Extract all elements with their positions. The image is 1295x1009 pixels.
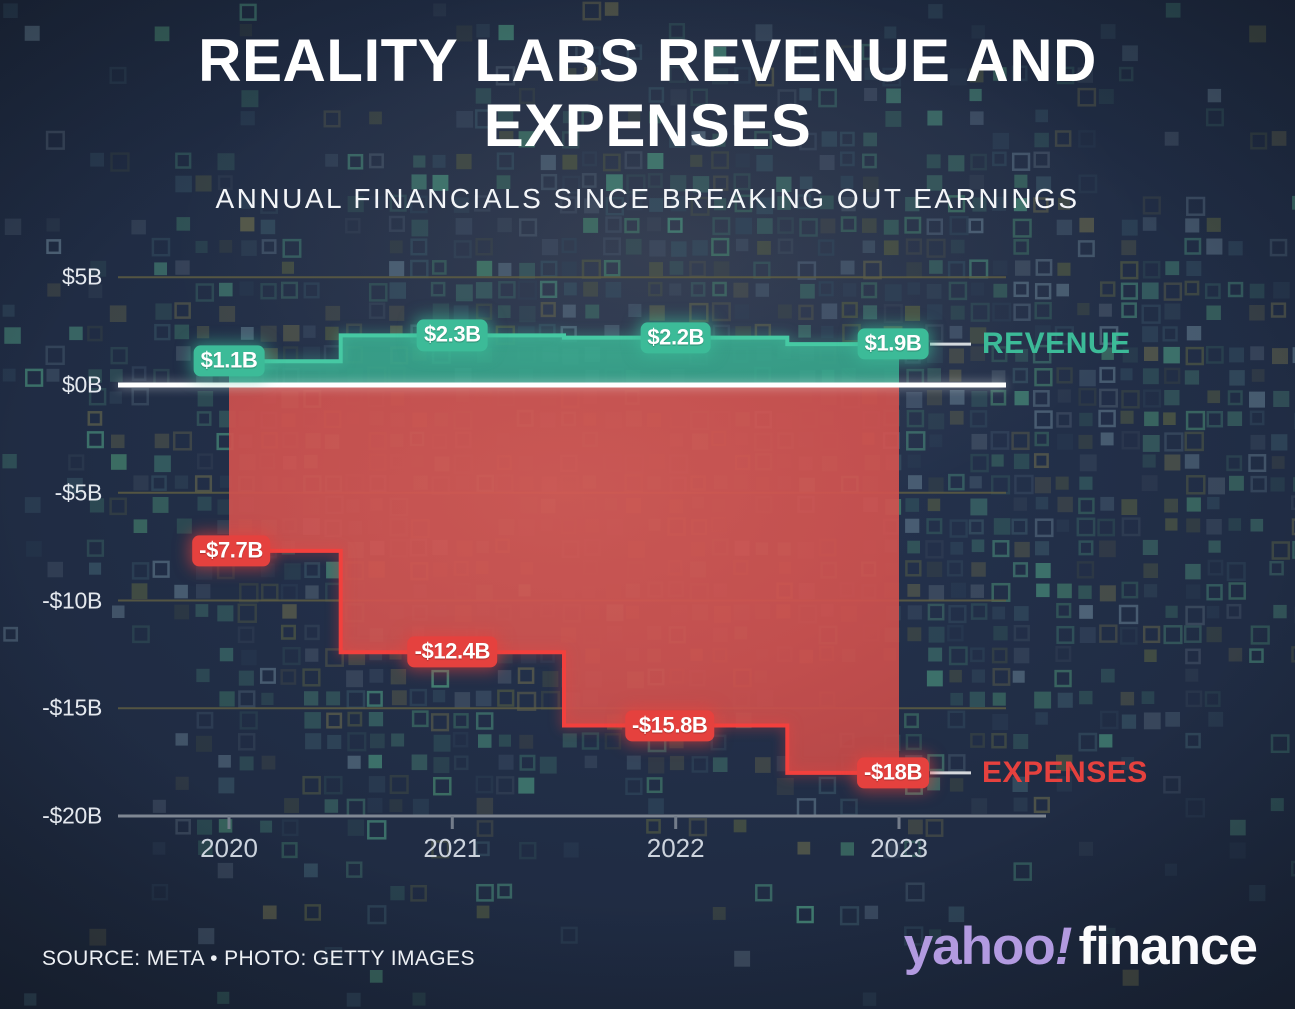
data-label-revenue-2020: $1.1B (193, 345, 265, 377)
expenses-line (229, 548, 899, 775)
data-label-revenue-2022: $2.2B (640, 322, 712, 354)
data-label-expenses-2020: -$7.7B (192, 535, 270, 567)
source-credit: SOURCE: META • PHOTO: GETTY IMAGES (42, 947, 475, 970)
data-label-expenses-2021: -$12.4B (407, 636, 498, 668)
x-tick-label-2023: 2023 (870, 833, 928, 863)
x-tick-label-2021: 2021 (423, 833, 482, 863)
chart-subtitle: ANNUAL FINANCIALS SINCE BREAKING OUT EAR… (215, 183, 1080, 214)
logo-finance-text: finance (1078, 917, 1258, 976)
data-label-revenue-2023: $1.9B (857, 328, 929, 360)
title-line-1: REALITY LABS REVENUE AND (198, 27, 1097, 94)
data-label-expenses-2022: -$15.8B (624, 709, 715, 742)
y-tick-label-$0B: $0B (61, 371, 102, 398)
data-label-expenses-2023: -$18B (857, 757, 929, 789)
revenue-line (229, 333, 899, 364)
x-tick-label-2022: 2022 (646, 833, 705, 863)
chart-title: REALITY LABS REVENUE AND EXPENSES (0, 28, 1295, 159)
y-tick-label--$20B: -$20B (42, 802, 102, 829)
title-line-2: EXPENSES (483, 92, 812, 160)
y-tick-label--$15B: -$15B (42, 694, 102, 721)
revenue-area (229, 335, 899, 385)
legend-revenue: REVENUE (982, 327, 1131, 361)
data-label-revenue-2021: $2.3B (416, 319, 488, 351)
y-tick-label--$10B: -$10B (42, 587, 102, 613)
logo-exclamation: ! (1054, 917, 1073, 976)
y-tick-label--$5B: -$5B (54, 479, 103, 506)
y-tick-label-$5B: $5B (61, 263, 102, 290)
expenses-area (229, 385, 899, 773)
legend-expenses: EXPENSES (982, 755, 1148, 789)
logo-yahoo-text: yahoo (903, 917, 1056, 976)
yahoo-finance-logo: yahoo! finance (903, 916, 1258, 977)
x-tick-label-2020: 2020 (200, 833, 258, 863)
